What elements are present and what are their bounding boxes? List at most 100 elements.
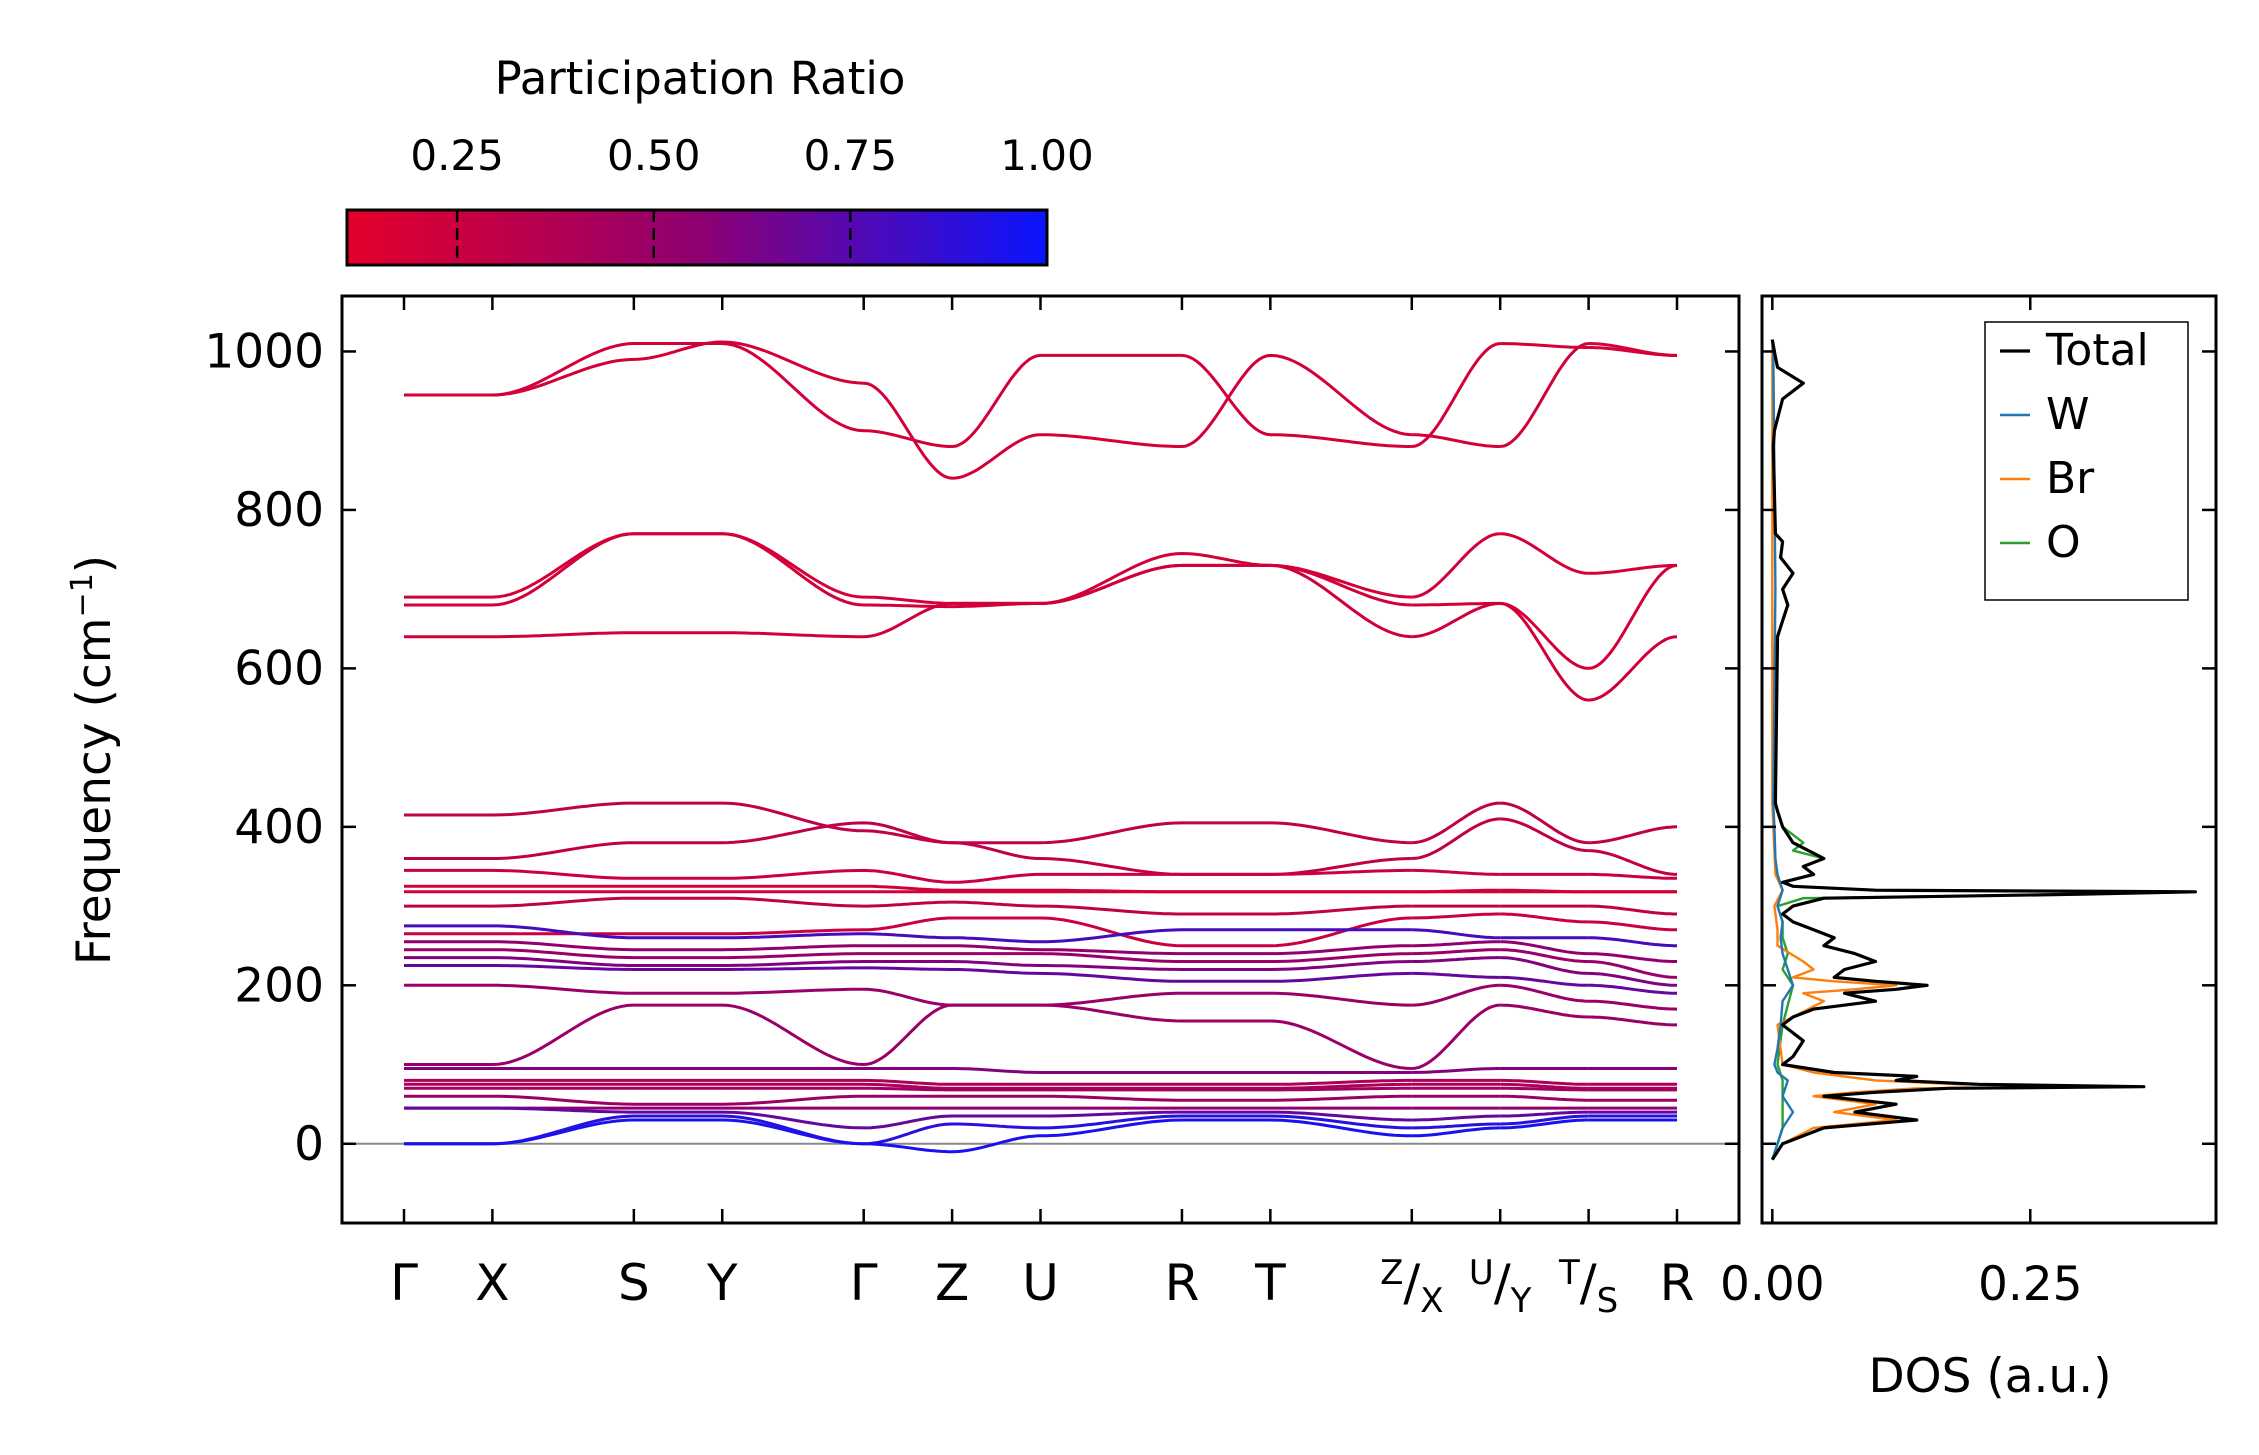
phonon-band bbox=[1588, 1015, 1677, 1027]
colorbar-label: Participation Ratio bbox=[495, 52, 906, 105]
phonon-band bbox=[1500, 948, 1589, 963]
phonon-band bbox=[404, 1114, 1412, 1146]
high-symmetry-label: Y bbox=[706, 1254, 738, 1312]
phonon-band bbox=[1588, 904, 1677, 916]
colorbar-tick-label: 1.00 bbox=[1000, 131, 1094, 180]
y-axis-label-sup: −1 bbox=[65, 573, 100, 617]
phonon-band bbox=[404, 924, 1412, 944]
dos-series-total bbox=[1770, 339, 2197, 1161]
phonon-band bbox=[1500, 342, 1589, 349]
phonon-band bbox=[1588, 983, 1677, 995]
phonon-band bbox=[1500, 983, 1589, 1003]
phonon-band bbox=[1588, 872, 1677, 880]
phonon-band bbox=[1411, 342, 1501, 448]
phonon-band bbox=[1411, 601, 1501, 607]
legend-label: W bbox=[2046, 389, 2090, 440]
phonon-band bbox=[404, 1086, 1412, 1092]
split-label: T/S bbox=[1558, 1253, 1618, 1321]
phonon-band bbox=[404, 983, 1412, 1007]
phonon-band bbox=[1499, 601, 1589, 702]
legend-frame bbox=[1984, 321, 2189, 601]
y-tick-label: 400 bbox=[234, 800, 324, 855]
phonon-band bbox=[1411, 801, 1501, 845]
phonon-band bbox=[404, 896, 1412, 916]
phonon-band bbox=[1588, 825, 1678, 845]
phonon-band bbox=[1411, 433, 1501, 448]
phonon-band bbox=[1500, 956, 1589, 975]
phonon-band bbox=[1588, 342, 1677, 357]
phonon-band bbox=[1411, 983, 1501, 1007]
phonon-band bbox=[1588, 960, 1678, 979]
phonon-band bbox=[1411, 1114, 1501, 1122]
phonon-band bbox=[1500, 1003, 1589, 1019]
phonon-band bbox=[404, 940, 1412, 956]
phonon-band bbox=[404, 342, 1412, 448]
phonon-band bbox=[404, 1106, 1412, 1130]
dos-series-br bbox=[1771, 339, 2114, 1161]
phonon-band bbox=[1500, 532, 1589, 575]
colorbar-gradient bbox=[345, 208, 1049, 267]
colorbar-tick-label: 0.75 bbox=[804, 131, 898, 180]
phonon-band bbox=[404, 1003, 1412, 1070]
dos-axes-frame bbox=[1760, 294, 2218, 1225]
colorbar-tick-label: 0.25 bbox=[410, 131, 504, 180]
phonon-band bbox=[1588, 849, 1678, 876]
phonon-band bbox=[1500, 1114, 1589, 1126]
high-symmetry-label: U bbox=[1022, 1254, 1059, 1312]
phonon-band bbox=[1500, 1078, 1589, 1086]
split-label: Z/X bbox=[1380, 1253, 1443, 1321]
y-axis-label: Frequency (cm−1) bbox=[65, 555, 122, 965]
y-tick-label: 1000 bbox=[204, 324, 324, 379]
high-symmetry-label: T bbox=[1254, 1254, 1286, 1312]
phonon-band bbox=[404, 801, 1412, 845]
phonon-band bbox=[404, 340, 1412, 480]
phonon-band bbox=[1411, 1122, 1501, 1130]
dos-x-tick-label: 0.00 bbox=[1720, 1257, 1825, 1312]
phonon-band bbox=[1411, 868, 1501, 876]
phonon-band bbox=[404, 916, 1412, 948]
y-tick-label: 600 bbox=[234, 641, 324, 696]
legend-label: Total bbox=[2045, 325, 2149, 376]
y-axis-label-end: ) bbox=[67, 555, 122, 573]
high-symmetry-label: S bbox=[618, 1254, 650, 1312]
dos-panel: 0.00 0.25 DOS (a.u.) Total W Br O bbox=[1720, 294, 2218, 1404]
phonon-band bbox=[1411, 1067, 1501, 1074]
high-symmetry-label: R bbox=[1660, 1254, 1695, 1312]
phonon-band bbox=[1411, 1003, 1501, 1070]
phonon-band bbox=[1588, 999, 1678, 1011]
high-symmetry-label: Γ bbox=[850, 1254, 878, 1312]
phonon-band bbox=[404, 1067, 1412, 1074]
phonon-band bbox=[404, 964, 1412, 983]
phonon-band bbox=[1500, 1110, 1589, 1118]
phonon-band bbox=[1588, 952, 1677, 963]
phonon-band bbox=[1499, 342, 1589, 448]
y-axis-label-main: Frequency (cm bbox=[67, 617, 122, 965]
phonon-band bbox=[1411, 601, 1501, 639]
legend-label: O bbox=[2046, 517, 2081, 568]
colorbar-tick-label: 0.50 bbox=[607, 131, 701, 180]
phonon-band bbox=[1411, 956, 1501, 963]
phonon-band bbox=[1411, 817, 1501, 860]
high-symmetry-label: Γ bbox=[390, 1254, 418, 1312]
phonon-band bbox=[1500, 1094, 1589, 1102]
legend-label: Br bbox=[2046, 453, 2095, 504]
colorbar: Participation Ratio 0.25 0.50 0.75 1.00 bbox=[345, 52, 1094, 267]
split-label: U/Y bbox=[1469, 1253, 1532, 1321]
phonon-band bbox=[404, 1082, 1412, 1090]
phonon-band bbox=[1588, 563, 1677, 575]
phonon-band bbox=[1500, 912, 1589, 924]
dos-x-axis-label: DOS (a.u.) bbox=[1868, 1349, 2111, 1404]
phonon-band bbox=[1500, 1082, 1589, 1090]
phonon-band bbox=[1500, 801, 1589, 845]
high-symmetry-label: R bbox=[1165, 1254, 1200, 1312]
phonon-band bbox=[404, 532, 1412, 605]
phonon-band bbox=[404, 956, 1412, 971]
phonon-band bbox=[404, 948, 1412, 963]
phonon-band bbox=[1588, 971, 1678, 987]
phonon-band bbox=[1411, 948, 1501, 956]
phonon-band bbox=[1500, 1086, 1589, 1092]
phonon-band bbox=[1588, 563, 1678, 670]
phonon-band bbox=[404, 1094, 1412, 1106]
high-symmetry-label: Z bbox=[935, 1254, 969, 1312]
